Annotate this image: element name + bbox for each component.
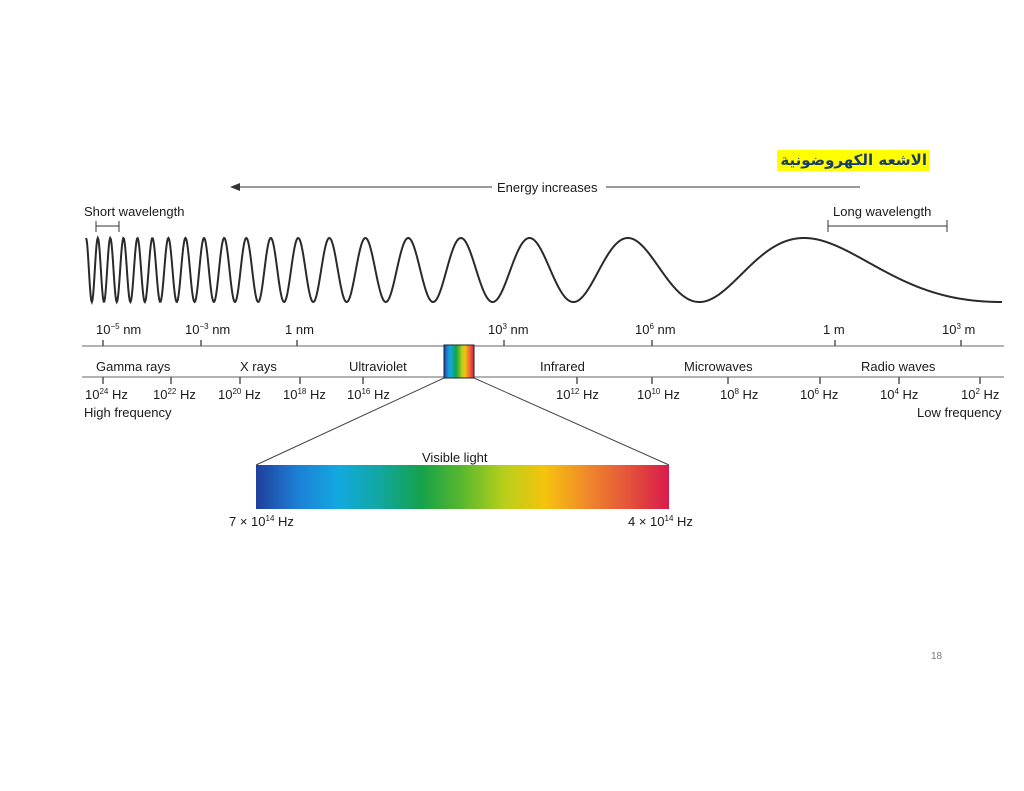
- frequency-label: 108 Hz: [720, 387, 759, 402]
- frequency-label: 102 Hz: [961, 387, 1000, 402]
- frequency-label: 1012 Hz: [556, 387, 599, 402]
- low-frequency-label: Low frequency: [917, 405, 1002, 420]
- wavelength-label: 103 nm: [488, 322, 529, 337]
- region-label-gamma-rays: Gamma rays: [96, 359, 171, 374]
- region-label-infrared: Infrared: [540, 359, 585, 374]
- frequency-label: 1024 Hz: [85, 387, 128, 402]
- region-label-microwaves: Microwaves: [684, 359, 753, 374]
- wavelength-label: 1 nm: [285, 322, 314, 337]
- wavelength-label: 1 m: [823, 322, 845, 337]
- mini-visible-spectrum: [443, 344, 475, 379]
- region-label-ultraviolet: Ultraviolet: [349, 359, 407, 374]
- long-wavelength-label: Long wavelength: [833, 204, 932, 219]
- slide-title: الاشعه الكهروضونية: [777, 150, 930, 171]
- visible-range-start-label: 7 × 1014 Hz: [229, 514, 294, 529]
- projection-line-left: [255, 377, 445, 466]
- wavelength-label: 103 m: [942, 322, 976, 337]
- short-wavelength-bracket: [95, 221, 120, 232]
- wavelength-label: 10−5 nm: [96, 322, 142, 337]
- region-label-x-rays: X rays: [240, 359, 277, 374]
- wavelength-label: 10−3 nm: [185, 322, 231, 337]
- wave-curve: [85, 235, 1002, 306]
- frequency-label: 1016 Hz: [347, 387, 390, 402]
- frequency-tick-marks: [102, 377, 981, 384]
- visible-range-end-label: 4 × 1014 Hz: [628, 514, 693, 529]
- wavelength-tick-marks: [102, 340, 962, 346]
- page-number: 18: [931, 651, 943, 662]
- visible-spectrum-bar: [256, 465, 669, 509]
- high-frequency-label: High frequency: [84, 405, 172, 420]
- wavelength-label: 106 nm: [635, 322, 676, 337]
- projection-line-right: [473, 377, 670, 466]
- frequency-label: 1010 Hz: [637, 387, 680, 402]
- frequency-label: 1022 Hz: [153, 387, 196, 402]
- region-label-radio-waves: Radio waves: [861, 359, 936, 374]
- visible-light-label: Visible light: [422, 450, 488, 465]
- frequency-label: 1020 Hz: [218, 387, 261, 402]
- frequency-label: 106 Hz: [800, 387, 839, 402]
- frequency-label: 1018 Hz: [283, 387, 326, 402]
- long-wavelength-bracket: [827, 220, 948, 232]
- short-wavelength-label: Short wavelength: [84, 204, 185, 219]
- frequency-label: 104 Hz: [880, 387, 919, 402]
- energy-arrow-head: [230, 183, 240, 191]
- energy-increases-label: Energy increases: [497, 180, 598, 195]
